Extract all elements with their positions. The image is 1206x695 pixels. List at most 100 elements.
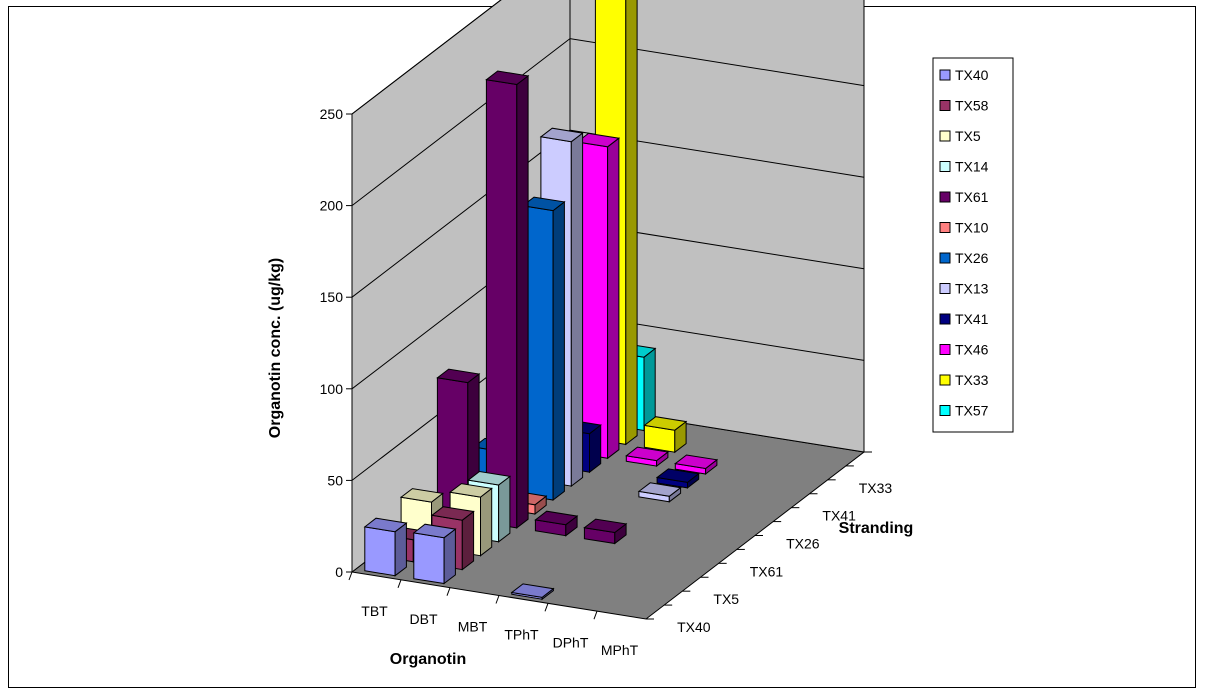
x-tick-label: DBT [410, 611, 438, 627]
bar-front-face [485, 79, 518, 529]
x-tick-label: DPhT [553, 634, 589, 650]
legend-swatch [939, 100, 951, 111]
bar-top-face [399, 488, 444, 503]
depth-tick-label: TX41 [822, 508, 856, 524]
legend-label: TX40 [955, 67, 989, 83]
depth-tick-label: TX5 [713, 591, 739, 607]
legend-box [932, 57, 1014, 433]
legend-item: TX41 [939, 311, 989, 327]
bar-side-face [516, 74, 529, 529]
bar-top-face [448, 483, 493, 498]
bar-top-face [534, 510, 579, 526]
bar-side-face [625, 0, 638, 446]
legend-item: TX14 [939, 159, 989, 175]
legend-label: TX14 [955, 159, 989, 175]
bar-TX46-TPhT [674, 454, 719, 476]
x-tick-mark [593, 610, 598, 620]
legend-swatch [939, 222, 951, 233]
x-tick-mark [348, 571, 353, 581]
legend-item: TX26 [939, 250, 989, 266]
legend-item: TX40 [939, 67, 989, 83]
bar-top-face [625, 446, 670, 462]
bar-side-face [498, 475, 511, 543]
x-tick-label: TPhT [504, 626, 539, 642]
legend-label: TX26 [955, 250, 989, 266]
bar-TX26-DBT [521, 196, 566, 502]
x-tick-mark [495, 595, 500, 604]
legend-item: TX13 [939, 281, 989, 297]
bar-top-face [583, 518, 628, 534]
legend-label: TX46 [955, 342, 989, 358]
bar-side-face [570, 132, 584, 488]
bar-TX41-TPhT [655, 468, 700, 489]
bar-TX13-TPhT [637, 482, 682, 503]
legend-item: TX33 [939, 372, 989, 388]
bar-side-face [443, 528, 456, 585]
bar-top-face [436, 368, 481, 384]
legend-swatch [939, 252, 951, 264]
legend-label: TX58 [955, 98, 989, 114]
legend-swatch [939, 344, 951, 355]
legend-label: TX41 [955, 311, 989, 327]
y-tick-label: 100 [320, 381, 344, 397]
gridline [351, 38, 865, 206]
legend-swatch [939, 313, 951, 325]
bar-front-face [364, 526, 396, 577]
legend-swatch [939, 69, 951, 81]
x-axis-title: Organotin [390, 651, 466, 668]
bar-TX46-MBT [625, 446, 670, 468]
legend-swatch [939, 161, 951, 172]
bar-side-face [607, 137, 620, 460]
bar-top-face [655, 468, 700, 483]
bar-top-face [643, 416, 688, 431]
bar-TX46-DBT [576, 132, 621, 460]
legend-swatch [939, 405, 951, 416]
y-axis-title: Organotin conc. (ug/kg) [267, 258, 284, 438]
bar-top-face [467, 470, 512, 486]
bar-top-face [576, 132, 621, 148]
y-tick-label: 150 [320, 289, 344, 305]
legend-swatch [939, 191, 951, 203]
bar-TX40-TPhT [510, 583, 555, 601]
bar-top-face [430, 506, 475, 521]
y-tick-label: 200 [320, 198, 344, 214]
bar-top-face [363, 517, 408, 533]
x-tick-label: MPhT [601, 642, 639, 658]
bar-TX61-DBT [485, 70, 530, 529]
legend-item: TX5 [939, 128, 981, 144]
y-tick-label: 0 [335, 564, 343, 580]
legend-label: TX57 [955, 403, 989, 419]
x-axis-ticks: TBT DBT MBT TPhT DPhT MPhT [348, 571, 639, 658]
depth-tick-label: TX61 [750, 563, 784, 579]
legend-label: TX5 [955, 128, 981, 144]
x-tick-mark [446, 587, 451, 596]
legend-label: TX61 [955, 189, 989, 205]
x-tick-mark [544, 603, 549, 612]
bar-TX40-TBT [363, 517, 408, 577]
bar-TX33-MBT [643, 416, 688, 454]
chart-bars [363, 0, 719, 601]
x-tick-mark [397, 579, 402, 589]
legend-item: TX10 [939, 220, 989, 236]
bar-side-face [480, 487, 493, 557]
bar-top-face [539, 127, 584, 143]
bar-top-face [510, 583, 555, 598]
legend-item: TX61 [939, 189, 989, 205]
legend-label: TX13 [955, 281, 989, 297]
legend-label: TX10 [955, 220, 989, 236]
bar-side-face [461, 510, 475, 571]
bar-top-face [485, 70, 530, 86]
bar-top-face [412, 523, 457, 539]
legend-swatch [939, 130, 951, 142]
legend-item: TX58 [939, 98, 989, 114]
legend-swatch [939, 374, 951, 386]
bar-top-face [637, 482, 682, 497]
bar-TX61-TPhT [583, 518, 628, 545]
bar-side-face [552, 200, 565, 502]
depth-axis-title: Stranding [839, 520, 914, 537]
bar-TX40-DBT [412, 523, 457, 585]
bar-top-face [674, 454, 719, 470]
bar-front-face [413, 532, 445, 585]
